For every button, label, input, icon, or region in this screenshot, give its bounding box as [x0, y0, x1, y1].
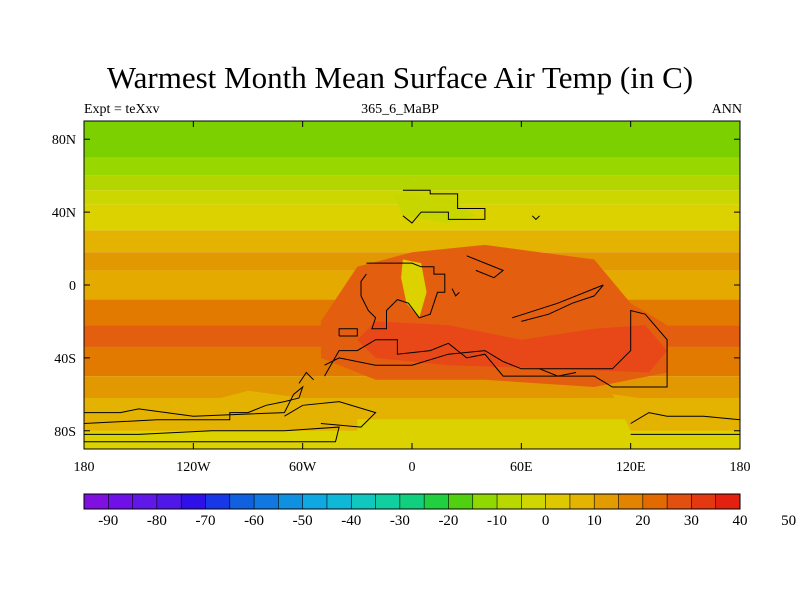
- colorbar-label: -70: [195, 513, 215, 529]
- colorbar-swatch: [497, 494, 522, 509]
- colorbar-swatch: [278, 494, 304, 509]
- cool-region: [393, 193, 476, 223]
- coastline: [360, 262, 446, 330]
- colorbar-swatch: [254, 494, 279, 509]
- colorbar-swatch: [618, 494, 644, 509]
- colorbar-label: -60: [244, 513, 264, 529]
- lon-tick-label: 180: [730, 460, 751, 475]
- period-label: 365_6_MaBP: [361, 102, 439, 117]
- colorbar-swatch: [84, 494, 109, 509]
- colorbar-swatch: [545, 494, 571, 509]
- colorbar-swatch: [424, 494, 449, 509]
- colorbar-swatch: [229, 494, 255, 509]
- lat-tick-label: 40S: [54, 352, 76, 367]
- colorbar-swatch: [375, 494, 401, 509]
- coastline: [466, 255, 505, 279]
- lat-tick-label: 80N: [52, 133, 76, 148]
- lat-tick-label: 0: [69, 279, 76, 294]
- coastline: [324, 309, 668, 388]
- colorbar-swatch: [448, 494, 474, 509]
- experiment-label: Expt = teXxv: [84, 102, 160, 117]
- map-axes: 180 120W 60W 0 60E 120E 180 80N 40N 0 40S 80S: [52, 121, 751, 475]
- colorbar-swatch: [642, 494, 668, 509]
- temperature-field: [84, 121, 740, 449]
- lon-tick-label: 120E: [616, 460, 646, 475]
- colorbar-swatch: [399, 494, 425, 509]
- chart-title: Warmest Month Mean Surface Air Temp (in …: [106, 60, 694, 95]
- colorbar-label: -50: [293, 513, 313, 529]
- cool-region: [612, 394, 740, 431]
- lat-tick-label: 40N: [52, 206, 76, 221]
- temperature-band: [84, 175, 740, 191]
- lon-tick-label: 180: [74, 460, 95, 475]
- colorbar-swatch: [351, 494, 376, 509]
- colorbar-swatch: [156, 494, 182, 509]
- coastline: [451, 288, 460, 297]
- season-label: ANN: [711, 102, 742, 117]
- colorbar-label: 40: [733, 513, 748, 529]
- coastline: [284, 401, 377, 428]
- colorbar-swatch: [205, 494, 231, 509]
- colorbar-label: 0: [542, 513, 550, 529]
- colorbar-swatch: [569, 494, 595, 509]
- lon-tick-label: 60E: [510, 460, 533, 475]
- coastline: [630, 412, 740, 435]
- colorbar-label: -20: [438, 513, 458, 529]
- lon-tick-label: 60W: [289, 460, 317, 475]
- colorbar-swatch: [326, 494, 352, 509]
- colorbar-label: -40: [341, 513, 361, 529]
- lat-tick-label: 80S: [54, 425, 76, 440]
- colorbar-swatch: [521, 494, 547, 509]
- colorbar-label: -80: [147, 513, 167, 529]
- coastline: [402, 189, 486, 224]
- colorbar-label: -10: [487, 513, 507, 529]
- colorbar-frame: [83, 493, 741, 510]
- colorbar-swatch: [715, 494, 741, 509]
- colorbar-swatch: [108, 494, 133, 509]
- coastline: [531, 215, 540, 221]
- warm-region: [357, 321, 668, 373]
- lon-tick-label: 120W: [176, 460, 211, 475]
- colorbar: -90 -80 -70 -60 -50 -40 -30 -20 -10 0 10 20 30 40 50: [83, 493, 796, 529]
- colorbar-swatch: [594, 494, 619, 509]
- coastline: [539, 368, 577, 377]
- coastline: [338, 328, 358, 337]
- colorbar-label: 50: [781, 513, 796, 529]
- colorbar-swatch: [472, 494, 498, 509]
- coastlines: [84, 189, 740, 443]
- coastline: [512, 284, 604, 322]
- colorbar-swatch: [691, 494, 717, 509]
- colorbar-swatch: [181, 494, 206, 509]
- colorbar-swatch: [302, 494, 328, 509]
- lon-tick-label: 0: [409, 460, 416, 475]
- coastline: [298, 371, 314, 384]
- coastline: [84, 426, 340, 443]
- colorbar-swatch: [667, 494, 692, 509]
- colorbar-label: 10: [587, 513, 602, 529]
- colorbar-label: 20: [635, 513, 650, 529]
- colorbar-label: 30: [684, 513, 699, 529]
- colorbar-label: -90: [98, 513, 118, 529]
- colorbar-label: -30: [390, 513, 410, 529]
- temperature-band: [84, 157, 740, 176]
- colorbar-swatch: [132, 494, 158, 509]
- coastline: [84, 385, 304, 424]
- temperature-band: [84, 230, 740, 253]
- temperature-band: [84, 121, 740, 158]
